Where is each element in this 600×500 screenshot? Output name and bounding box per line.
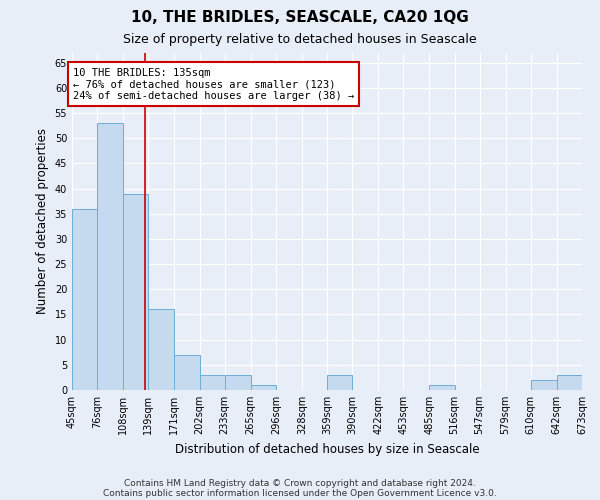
Bar [199, 375, 224, 390]
Bar [148, 310, 175, 390]
Text: Contains public sector information licensed under the Open Government Licence v3: Contains public sector information licen… [103, 488, 497, 498]
Bar [224, 375, 251, 390]
Text: Contains HM Land Registry data © Crown copyright and database right 2024.: Contains HM Land Registry data © Crown c… [124, 478, 476, 488]
Bar [97, 123, 123, 390]
Bar [72, 208, 97, 390]
Y-axis label: Number of detached properties: Number of detached properties [36, 128, 49, 314]
Bar [557, 375, 582, 390]
Text: Size of property relative to detached houses in Seascale: Size of property relative to detached ho… [123, 32, 477, 46]
X-axis label: Distribution of detached houses by size in Seascale: Distribution of detached houses by size … [175, 442, 479, 456]
Bar [430, 385, 455, 390]
Bar [251, 385, 276, 390]
Text: 10, THE BRIDLES, SEASCALE, CA20 1QG: 10, THE BRIDLES, SEASCALE, CA20 1QG [131, 10, 469, 25]
Bar [123, 194, 148, 390]
Bar [175, 354, 199, 390]
Bar [531, 380, 557, 390]
Bar [327, 375, 352, 390]
Text: 10 THE BRIDLES: 135sqm
← 76% of detached houses are smaller (123)
24% of semi-de: 10 THE BRIDLES: 135sqm ← 76% of detached… [73, 68, 354, 101]
